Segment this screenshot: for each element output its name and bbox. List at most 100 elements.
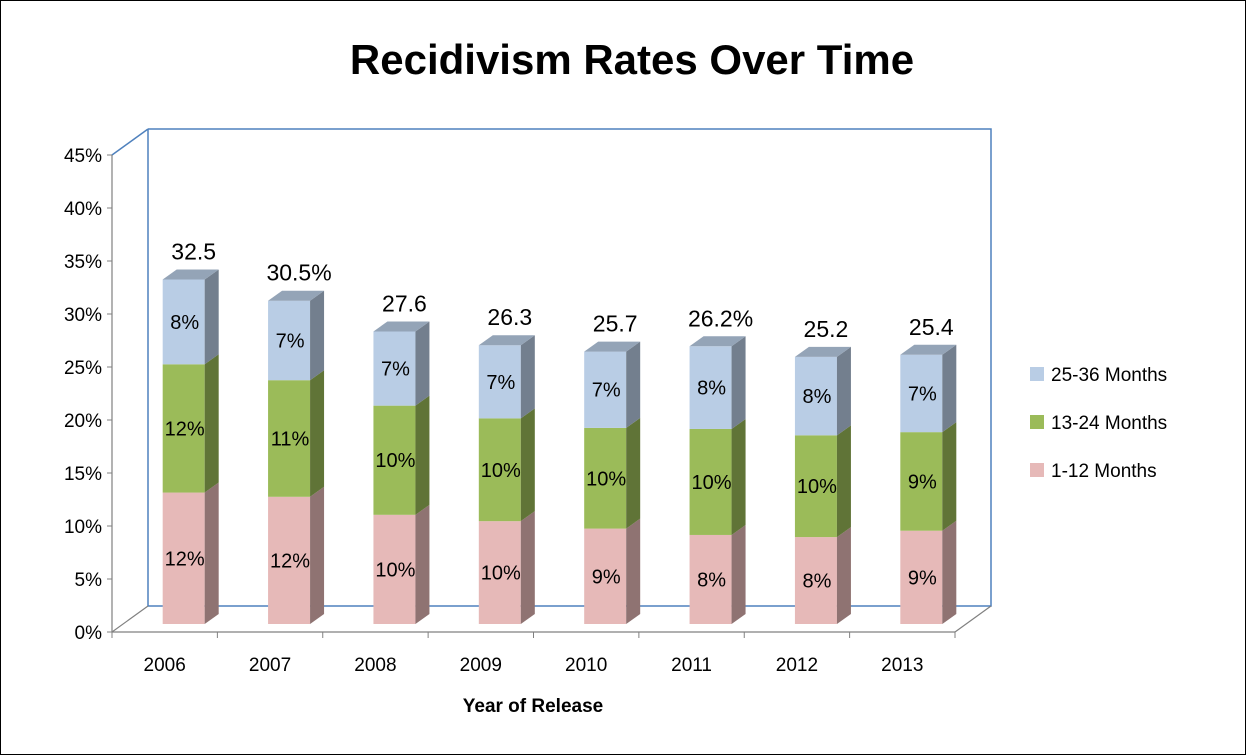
chart-title: Recidivism Rates Over Time [349,36,915,83]
x-tick-label: 2010 [565,655,607,676]
bar-segment-side [310,486,325,624]
bar-segment-side [731,524,746,624]
bar-data-label: 8% [697,569,726,591]
bar-segment-front [584,528,627,624]
legend-swatch [1030,367,1044,381]
bar-segment-side [415,504,430,624]
bar-segment-front [900,354,943,433]
bar-segment-front [162,279,205,365]
bar-segment-front [794,435,837,538]
bar-segment-side [415,395,430,515]
y-tick-label: 5% [75,570,103,591]
x-axis: 2006 2007 2008 2009 2010 2011 2012 2013 [111,631,956,676]
bar-segment-side [310,370,325,497]
bar-data-label: 10% [375,559,415,581]
bar-segment-front [478,345,521,419]
legend: 25-36 Months 13-24 Months 1-12 Months [1030,365,1167,482]
bar-segment-side [520,408,535,522]
bar-data-label: 7% [276,330,305,352]
bar-total-label: 25.4 [909,314,954,340]
bar-segment-top [478,335,535,346]
x-tick-label: 2008 [354,655,396,676]
bar-segment-front [689,346,732,429]
bar-segment-front [689,534,732,624]
y-tick-label: 45% [64,146,102,167]
bar-segment-side [836,346,851,436]
bar-segment-front [900,432,943,531]
bar-segment-front [794,537,837,624]
bar-data-label: 7% [381,359,410,381]
y-tick-label: 25% [64,358,102,379]
bar-data-label: 10% [586,468,626,490]
bar-segment-top [162,269,219,280]
bar-segment-front [268,380,311,497]
bar-segment-side [731,418,746,535]
bar-data-label: 7% [908,383,937,405]
x-tick-label: 2009 [460,655,502,676]
bar-segment-front [689,428,732,535]
legend-swatch [1030,463,1044,477]
y-tick-label: 10% [64,517,102,538]
bar-data-label: 9% [908,567,937,589]
bar-segment-front [584,427,627,529]
y-tick-label: 20% [64,411,102,432]
legend-label: 13-24 Months [1051,413,1167,434]
bar-data-label: 8% [802,386,831,408]
bar-total-label: 25.2 [804,316,849,342]
legend-label: 1-12 Months [1051,461,1157,482]
bar-segment-front [373,405,416,515]
bar-total-label: 27.6 [382,290,427,316]
bar-segment-front [900,530,943,624]
bar-data-label: 10% [481,460,521,482]
x-tick-label: 2012 [776,655,818,676]
bar-segment-top [900,344,957,355]
bar-data-label: 10% [692,472,732,494]
x-axis-title: Year of Release [463,696,603,717]
bar-segment-side [942,422,957,531]
floor-left-edge [111,605,149,633]
y-axis: 0% 5% 10% 15% 20% 25% 30% 35% 40% 45% [64,146,113,644]
y-tick-label: 40% [64,199,102,220]
bar-data-label: 8% [802,571,831,593]
bars: 12% 12% 8% 32.5 12% 11% 7% 30.5% 10% 10% 7% 27.6 10%… [162,239,957,624]
bar-data-label: 8% [170,312,199,334]
bar-segment-side [836,527,851,624]
bar-segment-top [268,290,325,301]
x-tick-label: 2006 [144,655,186,676]
bar-segment-front [162,364,205,493]
bar-segment-front [373,331,416,406]
x-tick-label: 2011 [671,655,712,676]
bar-total-label: 26.2% [688,305,753,331]
bar-segment-front [162,492,205,624]
x-tick-label: 2007 [249,655,291,676]
bar-segment-side [520,335,535,419]
bar-segment-front [794,356,837,436]
bar-segment-side [626,518,641,624]
bar-data-label: 9% [908,471,937,493]
bar-total-label: 25.7 [593,311,638,337]
bar-segment-side [415,321,430,406]
bar-data-label: 12% [165,548,205,570]
bar-data-label: 10% [481,563,521,585]
bar-segment-front [478,418,521,522]
bar-segment-side [310,290,325,381]
bar-data-label: 7% [486,372,515,394]
bar-data-label: 7% [592,380,621,402]
bar-segment-side [204,269,219,365]
y-tick-label: 15% [64,464,102,485]
y-tick-label: 35% [64,252,102,273]
y-tick-label: 0% [75,623,103,644]
bar-segment-front [373,514,416,624]
bar-data-label: 12% [165,418,205,440]
bar-segment-side [942,344,957,433]
bar-segment-top [584,341,641,352]
bar-segment-top [689,336,746,347]
bar-segment-front [268,300,311,381]
bar-data-label: 10% [797,476,837,498]
bar-segment-front [584,351,627,428]
bar-data-label: 8% [697,378,726,400]
x-tick-label: 2013 [881,655,923,676]
side-wall-top-edge [111,128,149,156]
bar-segment-side [836,425,851,538]
